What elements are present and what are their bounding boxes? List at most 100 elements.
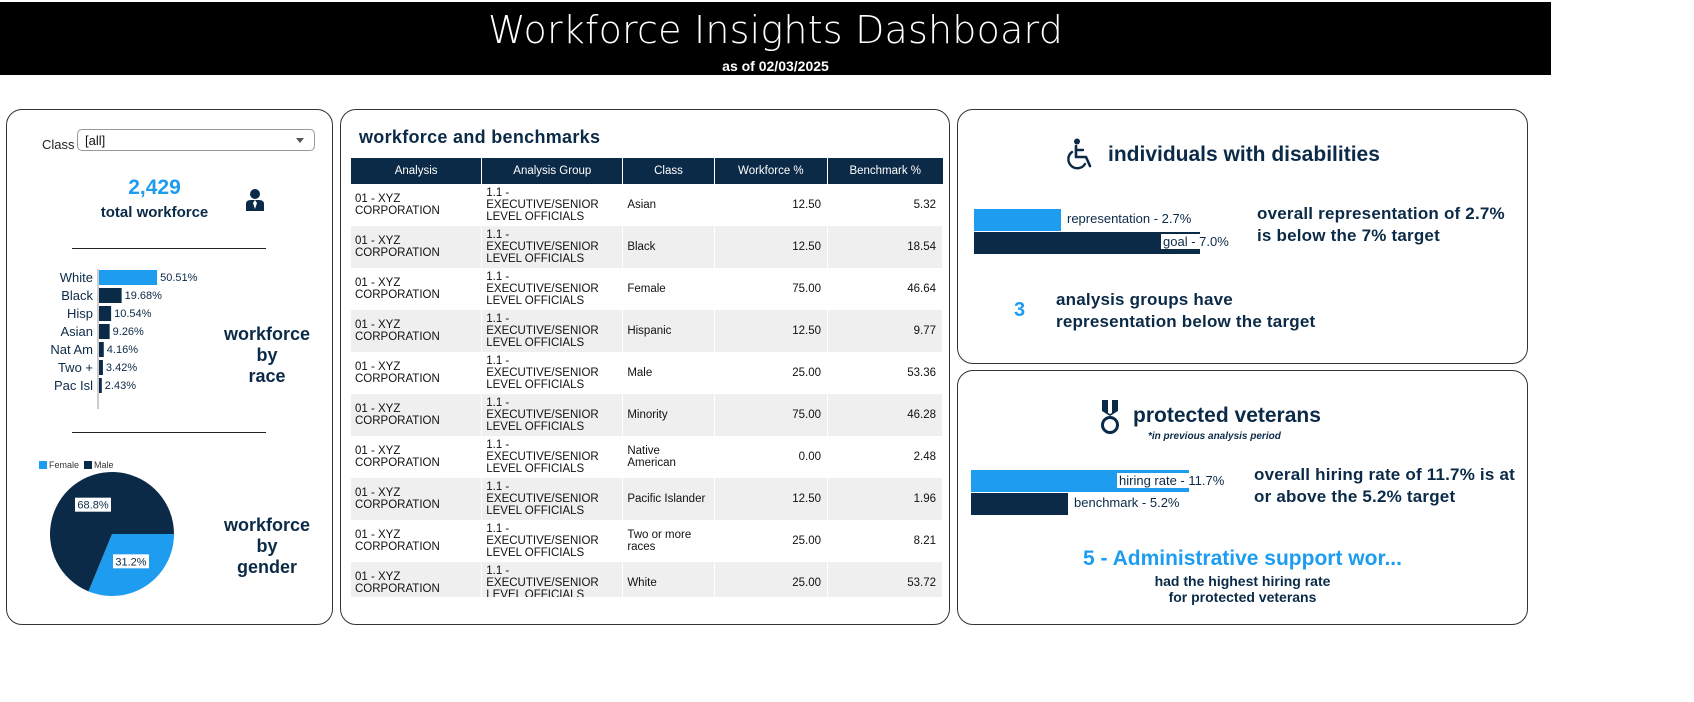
benchmarks-table-scroll[interactable]: Analysis Analysis Group Class Workforce … xyxy=(351,158,943,597)
table-row[interactable]: 01 - XYZ CORPORATION 1.1 - EXECUTIVE/SENI… xyxy=(351,352,943,394)
cell-workforce-pct: 12.50 xyxy=(714,226,829,268)
cell-class: Male xyxy=(622,352,715,394)
cell-analysis: 01 - XYZ CORPORATION xyxy=(351,226,483,268)
pie-value-label: 31.2% xyxy=(115,556,146,568)
cell-workforce-pct: 25.00 xyxy=(714,562,829,597)
cell-class: White xyxy=(622,562,715,597)
total-workforce-value: 2,429 xyxy=(128,176,181,199)
cell-class: Minority xyxy=(622,394,715,436)
class-filter-dropdown[interactable]: [all] xyxy=(77,129,315,151)
cell-class: Native American xyxy=(622,436,715,478)
class-filter-value: [all] xyxy=(85,133,106,148)
total-workforce-label: total workforce xyxy=(100,204,209,221)
race-bar[interactable] xyxy=(99,342,104,357)
veterans-subtitle: *in previous analysis period xyxy=(1148,431,1281,442)
pie-value-label: 68.8% xyxy=(77,500,108,512)
cell-benchmark-pct: 46.64 xyxy=(827,268,943,310)
table-row[interactable]: 01 - XYZ CORPORATION 1.1 - EXECUTIVE/SENI… xyxy=(351,394,943,436)
cell-benchmark-pct: 53.36 xyxy=(827,352,943,394)
cell-benchmark-pct: 46.28 xyxy=(827,394,943,436)
cell-benchmark-pct: 9.77 xyxy=(827,310,943,352)
cell-analysis-group: 1.1 - EXECUTIVE/SENIOR LEVEL OFFICIALS xyxy=(481,268,624,310)
race-bar[interactable] xyxy=(99,306,112,321)
cell-class: Two or more races xyxy=(622,520,715,562)
class-filter-label: Class xyxy=(42,137,75,152)
benchmarks-panel: workforce and benchmarks Analysis Analys… xyxy=(340,109,950,625)
cell-analysis-group: 1.1 - EXECUTIVE/SENIOR LEVEL OFFICIALS xyxy=(481,226,624,268)
goal-label: goal - 7.0% xyxy=(1161,234,1231,249)
gender-pie-chart: 31.2% 68.8% xyxy=(50,472,174,596)
benchmark-bar xyxy=(971,493,1068,515)
column-header-analysis-group[interactable]: Analysis Group xyxy=(481,158,624,184)
disabilities-summary: overall representation of 2.7% is below … xyxy=(1257,204,1505,245)
cell-analysis: 01 - XYZ CORPORATION xyxy=(351,310,483,352)
table-row[interactable]: 01 - XYZ CORPORATION 1.1 - EXECUTIVE/SENI… xyxy=(351,184,943,226)
person-icon xyxy=(245,188,265,217)
race-value-label: 19.68% xyxy=(125,290,163,302)
goal-bar xyxy=(974,232,1200,254)
pie-label-bg xyxy=(75,497,112,512)
table-row[interactable]: 01 - XYZ CORPORATION 1.1 - EXECUTIVE/SENI… xyxy=(351,478,943,520)
table-row[interactable]: 01 - XYZ CORPORATION 1.1 - EXECUTIVE/SENI… xyxy=(351,226,943,268)
table-header-row: Analysis Analysis Group Class Workforce … xyxy=(351,158,943,184)
column-header-class[interactable]: Class xyxy=(622,158,715,184)
race-category-label: Hisp xyxy=(67,306,93,321)
race-category-label: Nat Am xyxy=(50,342,93,357)
cell-class: Hispanic xyxy=(622,310,715,352)
benchmarks-title: workforce and benchmarks xyxy=(359,127,601,147)
race-bar[interactable] xyxy=(99,324,110,339)
table-row[interactable]: 01 - XYZ CORPORATION 1.1 - EXECUTIVE/SENI… xyxy=(351,436,943,478)
race-bar[interactable] xyxy=(99,378,102,393)
gender-legend: Female Male xyxy=(39,460,114,470)
divider xyxy=(72,248,266,249)
cell-class: Black xyxy=(622,226,715,268)
as-of-date: as of 02/03/2025 xyxy=(722,58,829,74)
legend-swatch-female xyxy=(39,461,47,469)
top-hiring-group: 5 - Administrative support wor... xyxy=(1083,547,1402,570)
cell-benchmark-pct: 8.21 xyxy=(827,520,943,562)
cell-class: Female xyxy=(622,268,715,310)
veterans-panel: protected veterans *in previous analysis… xyxy=(957,370,1528,625)
cell-workforce-pct: 25.00 xyxy=(714,520,829,562)
cell-analysis: 01 - XYZ CORPORATION xyxy=(351,520,483,562)
column-header-benchmark-pct[interactable]: Benchmark % xyxy=(827,158,943,184)
race-value-label: 2.43% xyxy=(105,380,136,392)
race-bar[interactable] xyxy=(99,288,122,303)
race-value-label: 4.16% xyxy=(107,344,138,356)
cell-class: Asian xyxy=(622,184,715,226)
race-bar-chart: White 50.51% Black 19.68% Hisp 10.54% Asian 9.2… xyxy=(50,269,198,409)
cell-analysis: 01 - XYZ CORPORATION xyxy=(351,268,483,310)
dashboard-header: Workforce Insights Dashboard as of 02/03… xyxy=(0,2,1551,75)
race-category-label: White xyxy=(60,270,93,285)
cell-workforce-pct: 12.50 xyxy=(714,478,829,520)
column-header-analysis[interactable]: Analysis xyxy=(351,158,483,184)
benchmarks-table: Analysis Analysis Group Class Workforce … xyxy=(351,158,943,597)
cell-workforce-pct: 25.00 xyxy=(714,352,829,394)
cell-workforce-pct: 75.00 xyxy=(714,394,829,436)
table-row[interactable]: 01 - XYZ CORPORATION 1.1 - EXECUTIVE/SENI… xyxy=(351,268,943,310)
table-row[interactable]: 01 - XYZ CORPORATION 1.1 - EXECUTIVE/SENI… xyxy=(351,562,943,597)
groups-below-text: analysis groups have representation belo… xyxy=(1056,290,1316,331)
top-hiring-group-caption: had the highest hiring rate for protecte… xyxy=(1154,573,1331,605)
cell-analysis: 01 - XYZ CORPORATION xyxy=(351,478,483,520)
race-bar[interactable] xyxy=(99,360,103,375)
cell-analysis-group: 1.1 - EXECUTIVE/SENIOR LEVEL OFFICIALS xyxy=(481,310,624,352)
cell-benchmark-pct: 53.72 xyxy=(827,562,943,597)
column-header-workforce-pct[interactable]: Workforce % xyxy=(714,158,829,184)
chevron-down-icon[interactable] xyxy=(296,138,304,143)
hiring-rate-label: hiring rate - 11.7% xyxy=(1117,473,1227,488)
cell-workforce-pct: 12.50 xyxy=(714,310,829,352)
table-row[interactable]: 01 - XYZ CORPORATION 1.1 - EXECUTIVE/SENI… xyxy=(351,520,943,562)
representation-bar xyxy=(974,209,1062,231)
disabilities-title: individuals with disabilities xyxy=(1108,143,1380,166)
race-category-label: Two + xyxy=(58,360,93,375)
cell-workforce-pct: 75.00 xyxy=(714,268,829,310)
cell-analysis: 01 - XYZ CORPORATION xyxy=(351,184,483,226)
race-bar[interactable] xyxy=(99,270,158,285)
cell-benchmark-pct: 5.32 xyxy=(827,184,943,226)
cell-workforce-pct: 0.00 xyxy=(714,436,829,478)
cell-workforce-pct: 12.50 xyxy=(714,184,829,226)
cell-benchmark-pct: 1.96 xyxy=(827,478,943,520)
table-row[interactable]: 01 - XYZ CORPORATION 1.1 - EXECUTIVE/SENI… xyxy=(351,310,943,352)
cell-benchmark-pct: 2.48 xyxy=(827,436,943,478)
